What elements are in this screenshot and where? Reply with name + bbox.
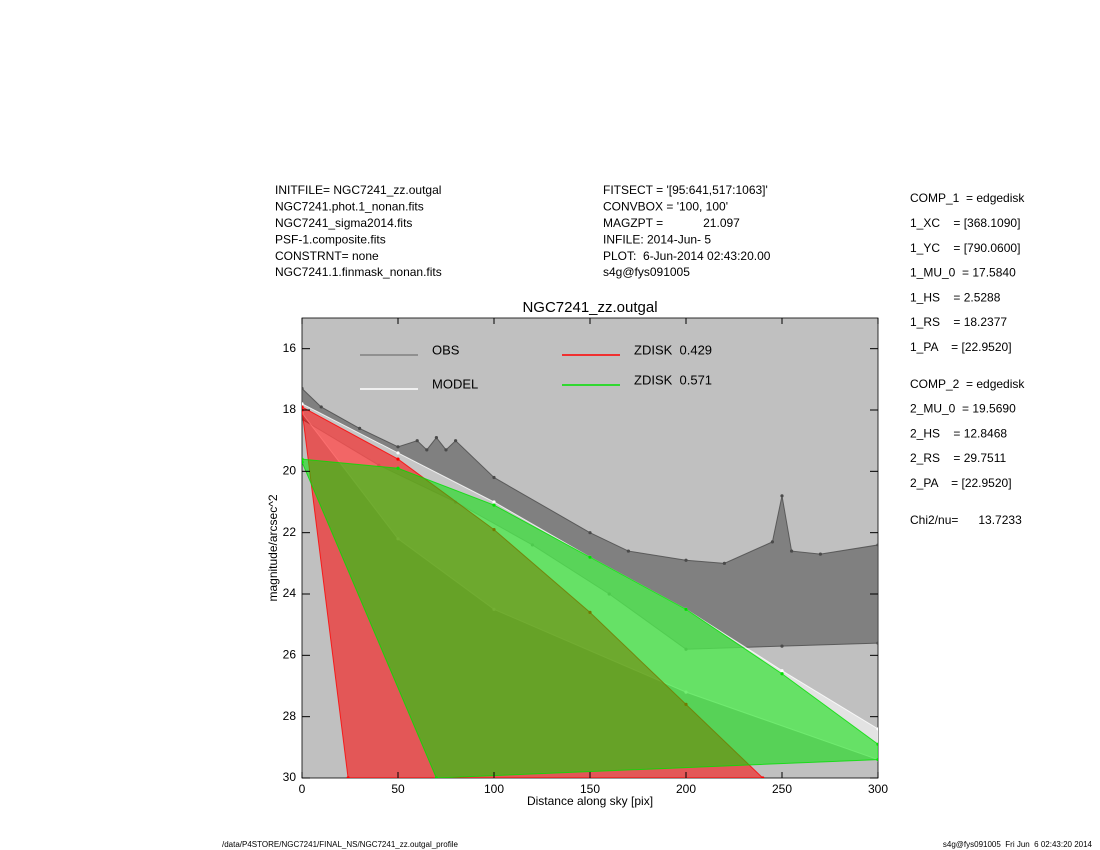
legend-label: MODEL	[432, 376, 478, 391]
data-point	[684, 558, 688, 562]
parameter-line: COMP_1 = edgedisk	[910, 191, 1025, 205]
x-tick-label: 100	[484, 782, 504, 796]
parameter-line: 2_RS = 29.7511	[910, 451, 1007, 465]
footer-left: /data/P4STORE/NGC7241/FINAL_NS/NGC7241_z…	[222, 840, 459, 849]
header-line: INFILE: 2014-Jun- 5	[603, 232, 711, 246]
parameter-line: COMP_2 = edgedisk	[910, 377, 1025, 391]
header-line: CONSTRNT= none	[275, 249, 379, 263]
legend-label: OBS	[432, 342, 460, 357]
data-point	[876, 641, 878, 645]
x-tick-label: 0	[299, 782, 306, 796]
data-point	[396, 451, 400, 455]
data-point	[790, 549, 794, 553]
data-point	[780, 672, 784, 676]
parameter-line: 1_XC = [368.1090]	[910, 216, 1020, 230]
data-point	[425, 448, 429, 452]
data-point	[684, 607, 688, 611]
legend-label: ZDISK 0.429	[634, 342, 712, 357]
y-tick-label: 26	[283, 648, 297, 662]
data-point	[876, 758, 878, 762]
data-point	[396, 457, 400, 461]
y-tick-label: 20	[283, 464, 297, 478]
data-point	[346, 776, 350, 778]
chart-title: NGC7241_zz.outgal	[522, 299, 657, 316]
data-point	[876, 543, 878, 547]
y-axis-label: magnitude/arcsec^2	[266, 494, 280, 601]
parameter-line: 2_MU_0 = 19.5690	[910, 402, 1016, 416]
legend-label: ZDISK 0.571	[634, 372, 712, 387]
data-point	[302, 457, 304, 461]
data-point	[302, 402, 304, 406]
parameter-line: 2_HS = 12.8468	[910, 426, 1007, 440]
data-point	[396, 445, 400, 449]
y-tick-label: 22	[283, 525, 297, 539]
data-point	[454, 439, 458, 443]
data-point	[722, 561, 727, 565]
data-point	[876, 727, 878, 731]
data-point	[588, 555, 592, 559]
data-point	[492, 503, 496, 507]
data-point	[444, 448, 448, 452]
parameter-line: 1_PA = [22.9520]	[910, 340, 1012, 354]
parameter-line: 1_MU_0 = 17.5840	[910, 266, 1016, 280]
data-point	[818, 552, 823, 556]
data-point	[434, 436, 438, 440]
parameter-line: 1_YC = [790.0600]	[910, 241, 1020, 255]
y-tick-label: 16	[283, 341, 297, 355]
x-tick-label: 50	[391, 782, 405, 796]
data-point	[770, 540, 775, 544]
data-point	[876, 742, 878, 746]
data-point	[780, 494, 784, 498]
data-layer	[302, 386, 878, 778]
data-point	[415, 439, 419, 443]
y-tick-label: 30	[283, 770, 297, 784]
header-line: NGC7241.phot.1_nonan.fits	[275, 200, 424, 214]
x-tick-label: 250	[772, 782, 792, 796]
data-point	[492, 475, 496, 480]
data-point	[302, 386, 304, 391]
header-line: CONVBOX = '100, 100'	[603, 200, 728, 214]
header-line: PSF-1.composite.fits	[275, 232, 386, 246]
data-point	[319, 405, 323, 409]
parameter-line: Chi2/nu= 13.7233	[910, 513, 1022, 527]
data-point	[492, 500, 496, 504]
data-point	[396, 466, 400, 470]
data-point	[780, 644, 784, 648]
y-tick-label: 24	[283, 586, 297, 600]
header-line: s4g@fys091005	[603, 265, 690, 279]
header-line: MAGZPT = 21.097	[603, 216, 740, 230]
header-line: INITFILE= NGC7241_zz.outgal	[275, 183, 441, 197]
parameter-line: 1_HS = 2.5288	[910, 290, 1001, 304]
header-line: NGC7241.1.finmask_nonan.fits	[275, 265, 442, 279]
data-point	[780, 669, 784, 673]
header-line: FITSECT = '[95:641,517:1063]'	[603, 183, 768, 197]
footer-right: s4g@fys091005 Fri Jun 6 02:43:20 2014	[943, 840, 1093, 849]
data-point	[588, 531, 592, 535]
y-tick-label: 28	[283, 709, 297, 723]
data-point	[434, 776, 438, 778]
header-line: PLOT: 6-Jun-2014 02:43:20.00	[603, 249, 771, 263]
data-point	[358, 426, 362, 430]
data-point	[302, 405, 304, 409]
data-point	[761, 776, 765, 778]
data-point	[626, 549, 631, 553]
parameter-line: 2_PA = [22.9520]	[910, 476, 1012, 490]
x-tick-label: 200	[676, 782, 696, 796]
parameter-line: 1_RS = 18.2377	[910, 315, 1007, 329]
x-axis-label: Distance along sky [pix]	[527, 794, 653, 808]
y-tick-label: 18	[283, 402, 297, 416]
header-line: NGC7241_sigma2014.fits	[275, 216, 412, 230]
x-tick-label: 150	[580, 782, 600, 796]
x-tick-label: 300	[868, 782, 888, 796]
data-point	[302, 460, 304, 464]
